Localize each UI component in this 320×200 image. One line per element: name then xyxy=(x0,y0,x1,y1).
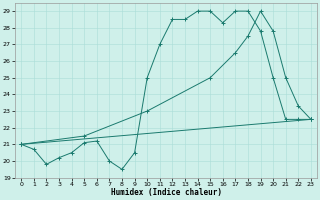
X-axis label: Humidex (Indice chaleur): Humidex (Indice chaleur) xyxy=(111,188,221,197)
